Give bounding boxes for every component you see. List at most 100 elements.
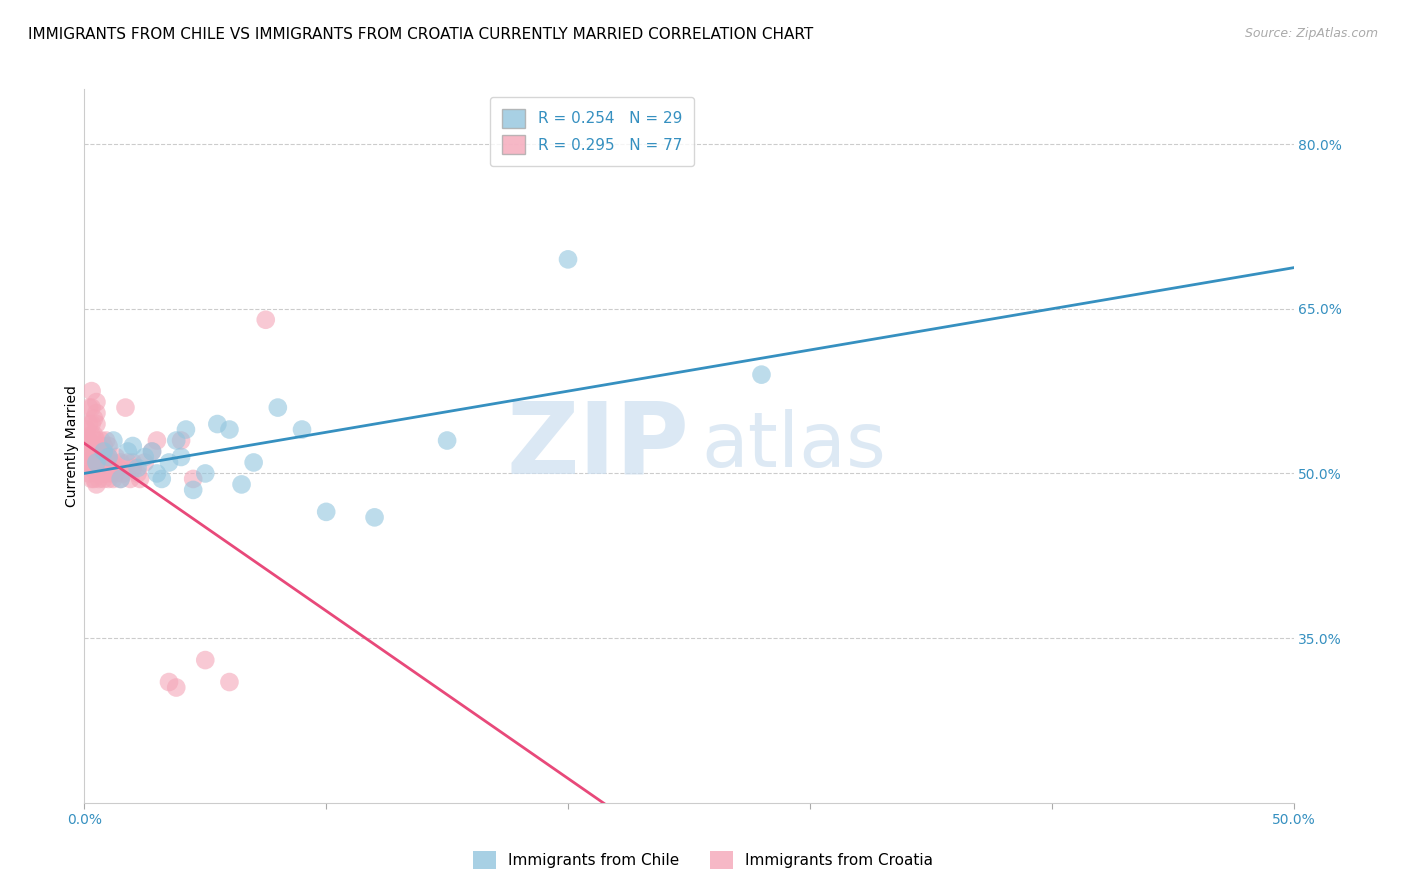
Text: ZIP: ZIP <box>506 398 689 494</box>
Point <box>207 417 229 431</box>
Point <box>97 450 120 464</box>
Point <box>315 505 337 519</box>
Point <box>157 455 180 469</box>
Point <box>112 467 135 481</box>
Point <box>157 675 180 690</box>
Point <box>97 439 120 453</box>
Point <box>114 401 136 415</box>
Text: atlas: atlas <box>702 409 886 483</box>
Point <box>134 455 156 469</box>
Point <box>165 681 187 695</box>
Point <box>86 395 108 409</box>
Point <box>121 455 143 469</box>
Point <box>87 450 110 464</box>
Point <box>121 461 143 475</box>
Point <box>77 455 100 469</box>
Point <box>87 461 110 475</box>
Point <box>93 439 115 453</box>
Point <box>80 461 103 475</box>
Point <box>97 461 120 475</box>
Point <box>83 411 105 425</box>
Point <box>165 434 187 448</box>
Legend: R = 0.254   N = 29, R = 0.295   N = 77: R = 0.254 N = 29, R = 0.295 N = 77 <box>491 97 695 166</box>
Point <box>170 450 193 464</box>
Point <box>86 477 108 491</box>
Point <box>77 444 100 458</box>
Point <box>146 434 169 448</box>
Point <box>121 439 143 453</box>
Point <box>103 434 125 448</box>
Point <box>110 472 132 486</box>
Point <box>83 472 105 486</box>
Point <box>100 455 122 469</box>
Point <box>80 384 103 398</box>
Point <box>129 472 152 486</box>
Point <box>86 406 108 420</box>
Text: Source: ZipAtlas.com: Source: ZipAtlas.com <box>1244 27 1378 40</box>
Point <box>117 455 139 469</box>
Point <box>134 450 156 464</box>
Point <box>218 423 240 437</box>
Point <box>141 444 163 458</box>
Point <box>194 467 217 481</box>
Point <box>181 472 204 486</box>
Point <box>76 455 98 469</box>
Point <box>120 472 142 486</box>
Point <box>103 455 125 469</box>
Point <box>94 467 117 481</box>
Point <box>93 472 115 486</box>
Point <box>104 450 127 464</box>
Point <box>76 444 98 458</box>
Point <box>218 675 240 690</box>
Point <box>181 483 204 497</box>
Point <box>146 467 169 481</box>
Point <box>83 428 105 442</box>
Point <box>86 444 108 458</box>
Point <box>267 401 290 415</box>
Point <box>751 368 773 382</box>
Point <box>117 444 139 458</box>
Point <box>80 401 103 415</box>
Text: IMMIGRANTS FROM CHILE VS IMMIGRANTS FROM CROATIA CURRENTLY MARRIED CORRELATION C: IMMIGRANTS FROM CHILE VS IMMIGRANTS FROM… <box>28 27 813 42</box>
Y-axis label: Currently Married: Currently Married <box>65 385 79 507</box>
Legend: Immigrants from Chile, Immigrants from Croatia: Immigrants from Chile, Immigrants from C… <box>467 845 939 875</box>
Point <box>170 434 193 448</box>
Point <box>557 252 579 267</box>
Point <box>86 455 108 469</box>
Point <box>100 467 122 481</box>
Point <box>174 423 197 437</box>
Point <box>110 455 132 469</box>
Point <box>94 434 117 448</box>
Point <box>87 439 110 453</box>
Point <box>77 401 100 415</box>
Point <box>254 312 277 326</box>
Point <box>104 467 127 481</box>
Point <box>363 510 385 524</box>
Point <box>76 423 98 437</box>
Point <box>83 461 105 475</box>
Point <box>291 423 314 437</box>
Point <box>242 455 264 469</box>
Point <box>80 428 103 442</box>
Point <box>150 472 173 486</box>
Point <box>80 439 103 453</box>
Point <box>90 434 112 448</box>
Point <box>83 450 105 464</box>
Point <box>80 450 103 464</box>
Point <box>77 434 100 448</box>
Point <box>83 439 105 453</box>
Point <box>90 455 112 469</box>
Point <box>77 467 100 481</box>
Point <box>86 434 108 448</box>
Point <box>127 467 149 481</box>
Point <box>97 450 120 464</box>
Point <box>77 417 100 431</box>
Point <box>76 434 98 448</box>
Point <box>231 477 253 491</box>
Point <box>94 450 117 464</box>
Point <box>436 434 458 448</box>
Point <box>110 472 132 486</box>
Point <box>97 472 120 486</box>
Point <box>86 417 108 431</box>
Point <box>107 461 129 475</box>
